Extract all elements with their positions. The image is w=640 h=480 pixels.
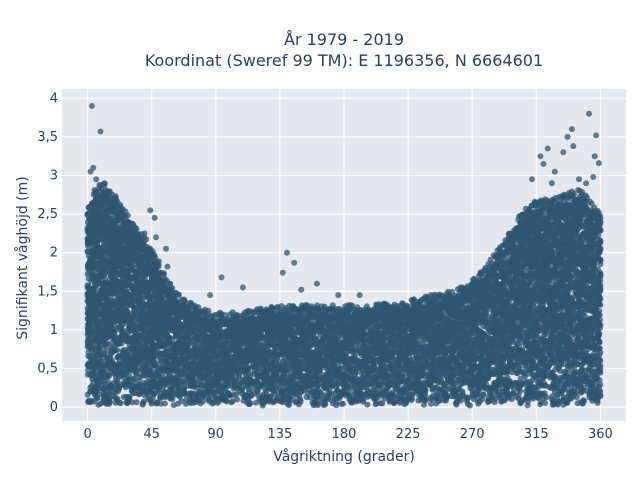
scatter-point — [161, 400, 168, 407]
scatter-point — [247, 400, 254, 407]
scatter-point — [133, 399, 140, 406]
scatter-point — [140, 400, 147, 407]
scatter-point — [117, 400, 124, 407]
chart-title-line-2: Koordinat (Sweref 99 TM): E 1196356, N 6… — [145, 51, 543, 70]
scatter-point — [106, 399, 113, 406]
chart-title-line-1: År 1979 - 2019 — [284, 30, 404, 49]
scatter-point — [117, 204, 124, 211]
scatter-point — [297, 396, 304, 403]
scatter-points — [84, 103, 604, 409]
scatter-point — [160, 270, 167, 277]
scatter-point — [257, 305, 264, 312]
scatter-point — [148, 400, 155, 407]
scatter-point — [151, 251, 158, 258]
scatter-point — [124, 212, 131, 219]
scatter-point — [247, 392, 254, 399]
scatter-point — [89, 375, 96, 382]
scatter-point — [104, 377, 111, 384]
scatter-point — [114, 347, 121, 354]
scatter-point — [234, 396, 240, 403]
scatter-point — [200, 398, 206, 405]
scatter-point — [104, 340, 111, 347]
scatter-point — [143, 236, 150, 243]
scatter-point — [111, 329, 118, 336]
